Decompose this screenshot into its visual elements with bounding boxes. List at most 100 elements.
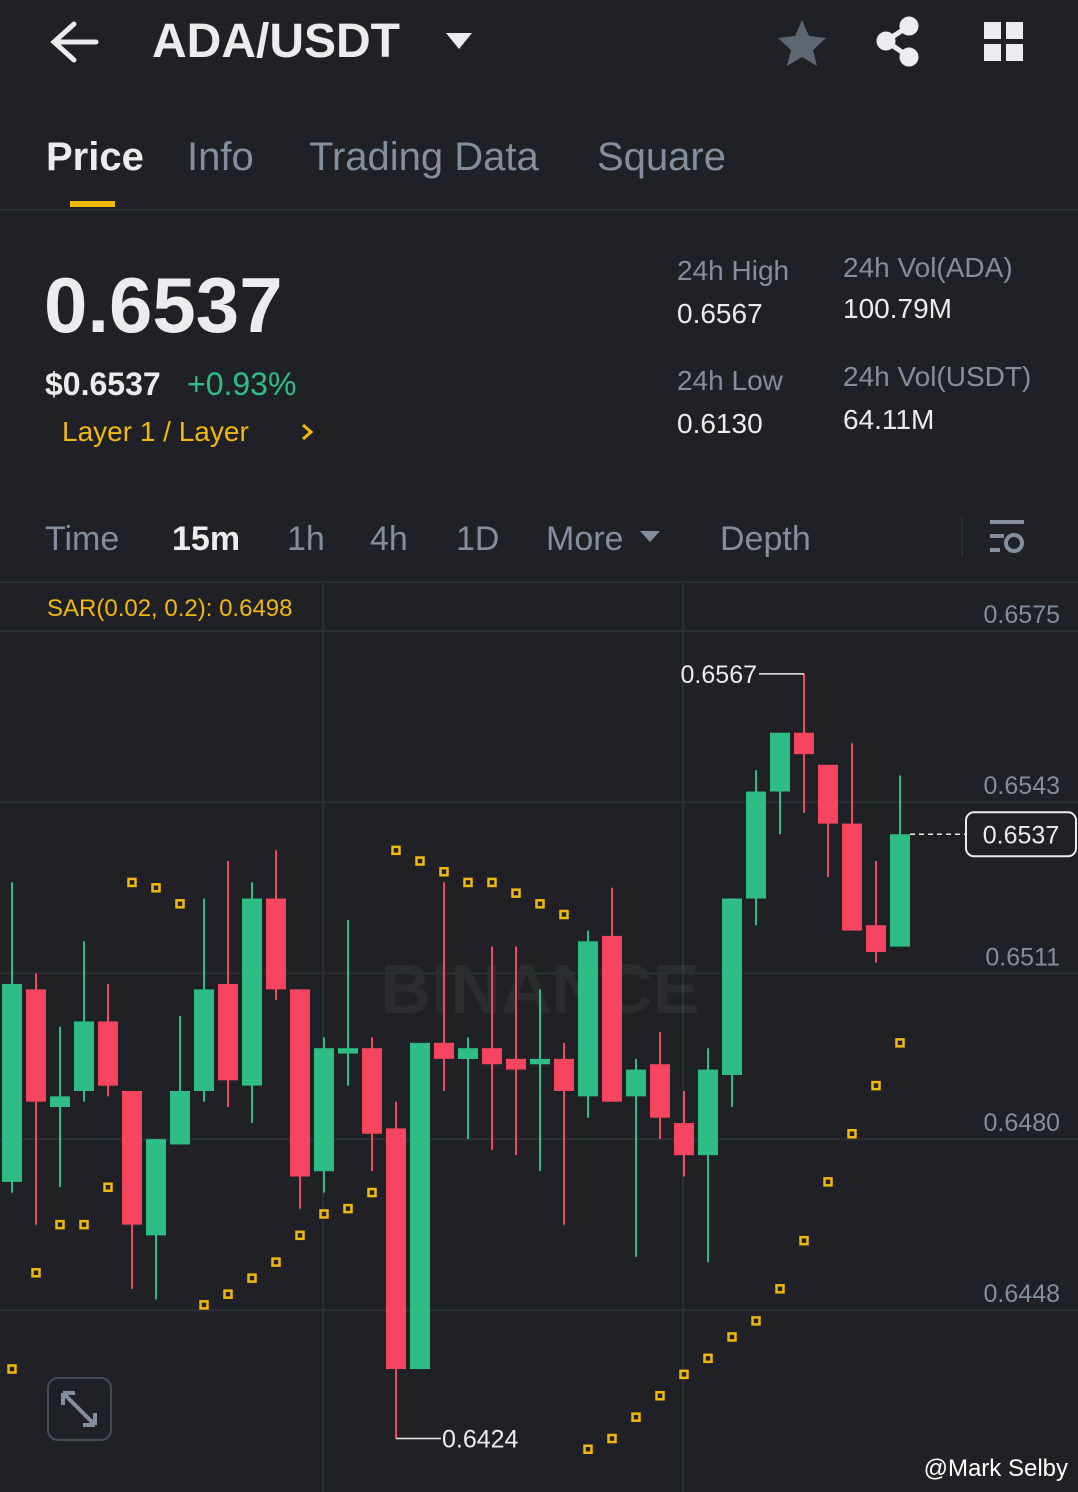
sar-dot — [511, 888, 521, 898]
expand-button[interactable] — [47, 1377, 112, 1441]
candle-body — [266, 898, 286, 990]
interval[interactable]: 1h — [287, 520, 325, 558]
y-tick-label: 0.6480 — [984, 1109, 1060, 1137]
sar-dot — [799, 1235, 809, 1246]
sar-dot — [103, 1182, 113, 1192]
y-tick-label: 0.6575 — [984, 601, 1060, 629]
candle-body — [434, 1042, 454, 1059]
last-price: 0.6537 — [44, 261, 283, 349]
candle-body — [866, 925, 886, 952]
sar-dot — [175, 899, 185, 909]
candle-body — [458, 1048, 478, 1059]
sar-dot — [295, 1230, 305, 1241]
candle-body — [386, 1128, 406, 1370]
candle-body — [794, 732, 814, 755]
tab[interactable]: Square — [597, 135, 726, 179]
sar-dot — [367, 1187, 377, 1198]
interval[interactable]: 15m — [172, 520, 241, 558]
stat-label: 24h High — [677, 255, 790, 286]
sar-dot — [319, 1209, 329, 1219]
sar-dot — [583, 1444, 593, 1454]
candle-body — [98, 1021, 118, 1086]
sar-dot — [463, 877, 473, 888]
more-dropdown[interactable] — [640, 531, 660, 542]
candle-body — [314, 1048, 334, 1172]
sar-dot — [751, 1316, 761, 1326]
stat-value: 100.79M — [843, 293, 952, 324]
price-tag — [965, 811, 1077, 858]
candle-body — [146, 1139, 166, 1236]
grid-icon[interactable] — [984, 22, 1023, 61]
candle-body — [122, 1090, 142, 1225]
sar-dot — [199, 1300, 209, 1310]
high-label: 0.6567 — [681, 661, 757, 689]
sar-dot — [631, 1412, 641, 1422]
indicator-label: SAR(0.02, 0.2): 0.6498 — [47, 595, 292, 622]
price-usd: $0.6537 — [45, 366, 161, 402]
favorite-icon[interactable] — [778, 20, 826, 66]
sar-dot — [535, 899, 545, 909]
pair-title[interactable]: ADA/USDT — [152, 15, 400, 68]
candle-body — [482, 1048, 502, 1065]
interval[interactable]: More — [546, 520, 624, 558]
candle-body — [362, 1048, 382, 1134]
share-icon[interactable] — [876, 16, 919, 67]
chart-settings-icon[interactable] — [990, 520, 1024, 553]
sar-dot — [271, 1257, 281, 1267]
sar-dot — [7, 1364, 17, 1374]
candle-body — [650, 1064, 670, 1118]
candle-body — [554, 1058, 574, 1091]
tab-indicator — [70, 201, 115, 207]
sar-dot — [55, 1219, 65, 1230]
candle-body — [602, 935, 622, 1102]
tab[interactable]: Trading Data — [309, 135, 539, 179]
candle-body — [674, 1123, 694, 1156]
sar-dot — [31, 1268, 41, 1278]
pair-dropdown[interactable] — [446, 33, 472, 49]
candle-body — [338, 1048, 358, 1054]
candle-body — [170, 1090, 190, 1145]
candle-body — [410, 1042, 430, 1370]
sar-dot — [391, 845, 401, 856]
sar-dot — [487, 877, 497, 888]
candle-body — [506, 1058, 526, 1070]
candle-body — [722, 898, 742, 1075]
stat-value: 0.6567 — [677, 298, 763, 329]
candle-body — [578, 941, 598, 1097]
interval[interactable]: Time — [45, 520, 120, 558]
back-button[interactable] — [50, 21, 99, 63]
candle-body — [890, 834, 910, 947]
tab[interactable]: Info — [187, 135, 254, 179]
sar-dot — [247, 1273, 257, 1283]
sar-dot — [607, 1433, 617, 1444]
sar-dot — [775, 1284, 785, 1294]
interval[interactable]: 1D — [456, 520, 500, 558]
sar-dot — [823, 1177, 833, 1187]
low-label: 0.6424 — [442, 1426, 519, 1454]
stat-value: 64.11M — [843, 404, 935, 435]
candle-body — [194, 989, 214, 1091]
stat-label: 24h Low — [677, 365, 783, 396]
sar-dot — [895, 1038, 905, 1048]
top-icons — [0, 16, 1078, 583]
tab[interactable]: Price — [46, 135, 144, 179]
candle-body — [746, 791, 766, 899]
sar-dot — [655, 1391, 665, 1401]
candle-body — [530, 1058, 550, 1065]
sar-dot — [871, 1080, 881, 1091]
stat-label: 24h Vol(ADA) — [843, 252, 1013, 283]
candle-body — [242, 898, 262, 1086]
category-tag[interactable]: Layer 1 / Layer — [62, 416, 249, 447]
candle-body — [770, 732, 790, 792]
candle-body — [626, 1069, 646, 1097]
candle-body — [50, 1096, 70, 1108]
interval[interactable]: Depth — [720, 520, 811, 558]
sar-dot — [439, 866, 449, 877]
candle-body — [698, 1069, 718, 1156]
candle-body — [26, 989, 46, 1102]
interval[interactable]: 4h — [370, 520, 408, 558]
tag-arrow[interactable] — [302, 423, 314, 441]
sar-dot — [343, 1203, 353, 1214]
stat-label: 24h Vol(USDT) — [843, 361, 1032, 392]
